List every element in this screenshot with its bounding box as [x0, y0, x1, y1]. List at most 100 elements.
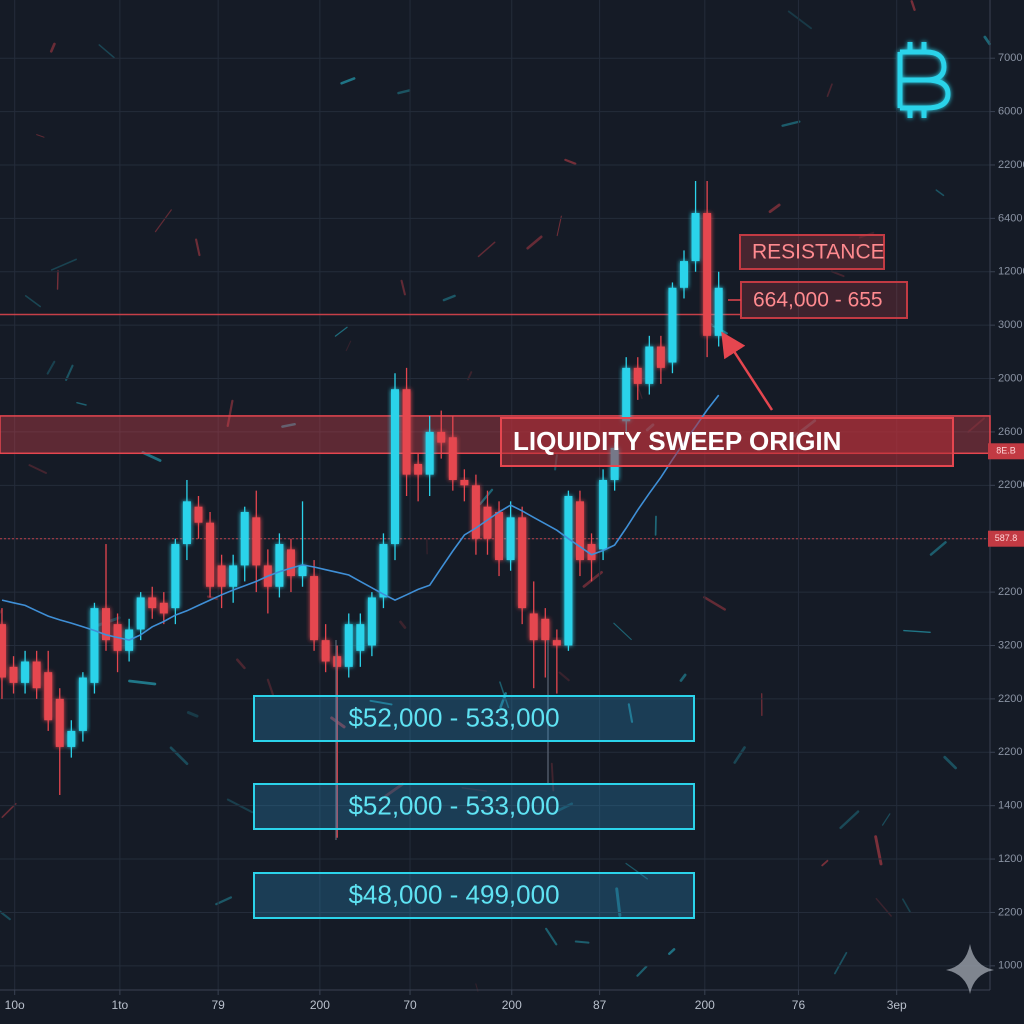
candle-body	[44, 672, 53, 721]
particle	[36, 134, 45, 138]
y-tick-label: 2200	[998, 693, 1022, 705]
particle	[526, 235, 543, 250]
candle-body	[437, 431, 446, 443]
candle-body	[391, 389, 400, 545]
particle	[479, 488, 494, 506]
y-tick-label: 3000	[998, 319, 1022, 331]
particle	[582, 570, 603, 588]
candle-body	[645, 346, 654, 384]
particle	[65, 364, 74, 381]
candle-body	[633, 367, 642, 384]
candle-body	[275, 544, 284, 587]
particle	[564, 158, 577, 165]
particle	[787, 10, 812, 30]
x-tick-label: 200	[695, 998, 715, 1012]
particle	[28, 464, 47, 474]
candle-body	[21, 661, 30, 683]
particle	[442, 294, 456, 302]
y-tick-label: 2200	[998, 586, 1022, 598]
particle	[781, 120, 801, 127]
x-tick-label: 10o	[5, 998, 25, 1012]
particle	[935, 189, 945, 197]
candle-body	[518, 517, 527, 609]
candle-body	[564, 495, 573, 646]
annotation-text: $48,000 - 499,000	[348, 879, 559, 909]
particle	[186, 711, 199, 718]
candle-body	[67, 730, 76, 747]
particle	[345, 340, 352, 352]
candle-body	[587, 544, 596, 561]
particle	[195, 238, 201, 257]
candle-body	[217, 565, 226, 587]
bitcoin-glyph	[897, 42, 951, 118]
particle	[76, 402, 87, 406]
candle-body	[206, 522, 215, 587]
candle-body	[414, 463, 423, 475]
y-tick-label: 22000	[998, 159, 1024, 171]
annotation-box	[253, 695, 695, 742]
particle	[967, 417, 985, 433]
particle	[24, 295, 41, 308]
candle-body	[483, 506, 492, 539]
particle	[902, 898, 911, 913]
annotations: RESISTANCE 664,000 - 655 LIQUIDITY SWEEP O…	[253, 234, 954, 919]
candle-body	[506, 517, 515, 561]
annotation-box	[739, 234, 885, 270]
candle-body	[159, 602, 168, 614]
y-tick-label: 7000	[998, 52, 1022, 64]
particles	[0, 0, 991, 992]
particle	[668, 948, 676, 955]
y-tick-label: 2200	[998, 906, 1022, 918]
y-tick-label: 22000	[998, 479, 1024, 491]
annotation-text: LIQUIDITY SWEEP ORIGIN	[513, 426, 841, 456]
candle-body	[333, 656, 342, 667]
particle	[0, 609, 3, 615]
candle-body	[286, 549, 295, 577]
candle-body	[367, 597, 376, 646]
particle	[400, 279, 406, 296]
bitcoin-logo	[897, 42, 951, 118]
particle	[50, 258, 77, 271]
particle	[881, 813, 891, 826]
particle	[558, 671, 570, 682]
particle	[834, 951, 848, 975]
candle-body	[32, 661, 41, 689]
candle-body	[310, 576, 319, 641]
candle-body	[425, 431, 434, 475]
particle	[826, 83, 833, 97]
particle	[733, 746, 746, 764]
annotation-text: $52,000 - 533,000	[348, 790, 559, 820]
candle-body	[102, 608, 111, 641]
level-tag-box	[988, 530, 1024, 547]
particle	[943, 755, 957, 770]
candle-body	[599, 479, 608, 550]
particle	[226, 399, 234, 428]
x-tick-label: 200	[310, 998, 330, 1012]
particle	[46, 360, 56, 375]
annotation-box	[253, 872, 695, 919]
particle	[615, 887, 622, 917]
particle	[369, 699, 393, 706]
annotation-text: RESISTANCE	[752, 241, 885, 264]
y-tick-label: 3200	[998, 639, 1022, 651]
particle	[574, 940, 590, 944]
candle-body	[148, 597, 157, 609]
annotation-box	[500, 417, 954, 467]
candle-body	[448, 437, 457, 480]
particle	[627, 703, 634, 723]
annotation-text: $52,000 - 533,000	[348, 702, 559, 732]
candle-body	[344, 624, 353, 667]
particle	[128, 679, 157, 686]
y-tick-label: 12000	[998, 266, 1024, 278]
particle	[703, 596, 726, 611]
annotation-box	[253, 783, 695, 830]
candle-body	[321, 640, 330, 662]
y-tick-label: 6400	[998, 212, 1022, 224]
candle-body	[171, 544, 180, 609]
arrow	[721, 331, 774, 411]
candle-body	[529, 613, 538, 641]
moving-average	[1, 394, 720, 641]
candle-body	[552, 640, 561, 646]
